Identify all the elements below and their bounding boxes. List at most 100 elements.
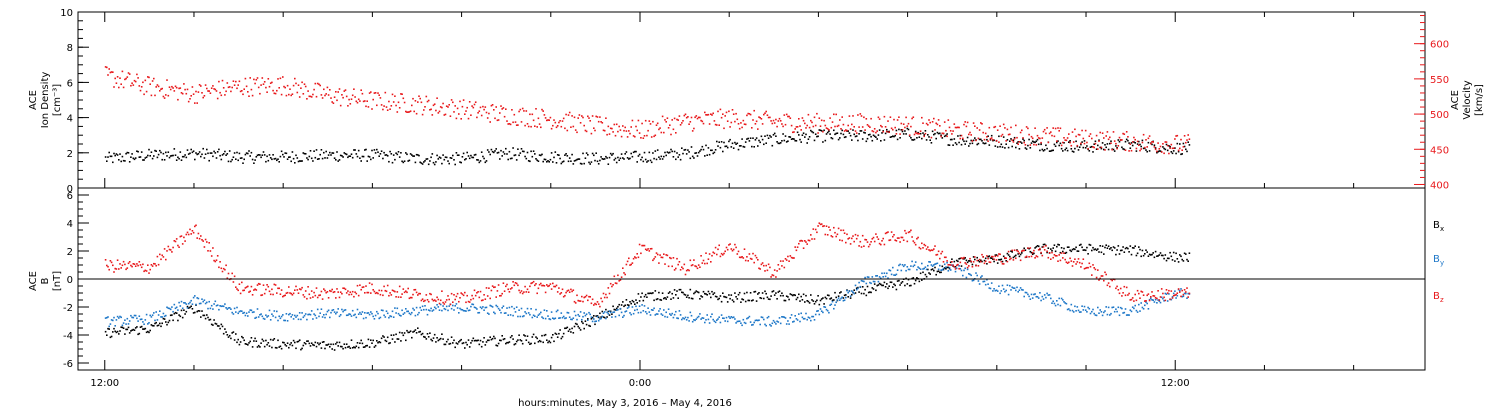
density-point	[766, 134, 769, 137]
bx-point	[904, 284, 906, 287]
bz-point	[999, 253, 1001, 256]
by-point	[259, 314, 261, 316]
velocity-point	[1010, 126, 1012, 129]
by-point	[231, 311, 233, 314]
bx-point	[1130, 253, 1133, 256]
by-point	[514, 311, 517, 313]
bz-point	[1188, 292, 1191, 295]
bx-point	[236, 341, 238, 344]
bx-point	[1159, 252, 1162, 254]
velocity-point	[520, 121, 523, 123]
by-point	[1075, 310, 1077, 312]
bx-point	[905, 277, 907, 280]
density-point	[268, 154, 271, 156]
bx-point	[203, 314, 206, 317]
by-point	[278, 315, 280, 318]
velocity-point	[495, 106, 497, 108]
density-point	[660, 155, 663, 158]
velocity-point	[649, 123, 652, 125]
density-point	[1127, 139, 1129, 142]
velocity-point	[174, 85, 177, 88]
by-point	[289, 312, 291, 315]
by-point	[900, 269, 903, 272]
density-point	[567, 160, 570, 163]
bz-point	[839, 239, 841, 241]
bx-point	[284, 343, 286, 346]
bz-point	[1042, 246, 1045, 248]
velocity-point	[619, 129, 622, 131]
by-point	[705, 319, 707, 321]
density-point	[700, 148, 702, 151]
bx-point	[716, 296, 718, 298]
bx-point	[139, 326, 142, 328]
bz-point	[409, 296, 412, 299]
density-point	[617, 156, 619, 159]
bz-point	[405, 290, 407, 292]
bz-point	[708, 253, 711, 255]
density-point	[1133, 141, 1135, 143]
density-point	[284, 152, 286, 154]
bz-point	[649, 248, 652, 250]
bx-point	[1183, 252, 1186, 255]
velocity-point	[751, 127, 753, 129]
velocity-point	[638, 132, 641, 134]
velocity-point	[921, 116, 923, 119]
bx-point	[614, 309, 617, 311]
by-point	[1186, 297, 1188, 299]
by-point	[769, 323, 771, 326]
density-point	[684, 148, 687, 151]
bz-point	[853, 240, 855, 243]
density-point	[128, 161, 131, 163]
by-point	[597, 319, 600, 322]
by-point	[312, 318, 314, 320]
density-point	[632, 151, 635, 154]
by-point	[839, 299, 841, 301]
by-point	[355, 316, 358, 319]
bx-point	[801, 299, 804, 301]
by-point	[313, 313, 315, 315]
bx-point	[271, 346, 273, 349]
density-point	[650, 161, 653, 164]
by-point	[400, 315, 402, 317]
density-point	[259, 154, 261, 156]
bz-point	[566, 290, 569, 292]
bz-point	[823, 225, 825, 227]
by-point	[1129, 309, 1132, 311]
density-point	[562, 160, 565, 163]
bz-point	[1170, 290, 1173, 292]
by-point	[570, 318, 572, 321]
density-point	[740, 145, 742, 147]
velocity-point	[726, 120, 729, 122]
velocity-point	[183, 83, 185, 85]
bz-point	[959, 261, 962, 264]
by-point	[392, 316, 395, 318]
density-point	[812, 131, 815, 134]
velocity-point	[1057, 127, 1059, 129]
density-point	[1081, 141, 1083, 143]
velocity-point	[943, 121, 946, 123]
velocity-point	[986, 136, 988, 138]
bx-point	[185, 310, 188, 313]
by-point	[122, 322, 125, 324]
bz-point	[591, 298, 594, 301]
bz-point	[273, 283, 276, 286]
bx-point	[989, 257, 992, 259]
by-point	[349, 313, 352, 316]
bx-point	[818, 303, 821, 306]
density-point	[934, 132, 936, 135]
bx-point	[1043, 243, 1046, 246]
velocity-point	[1009, 133, 1011, 136]
velocity-point	[327, 94, 330, 96]
by-point	[771, 322, 774, 325]
density-point	[535, 158, 537, 160]
bz-point	[1019, 259, 1022, 262]
by-point	[643, 305, 646, 307]
by-point	[408, 312, 411, 315]
bx-point	[1119, 249, 1122, 252]
bz-point	[820, 223, 823, 225]
density-point	[1068, 141, 1070, 143]
bz-point	[1083, 267, 1086, 270]
velocity-point	[963, 123, 965, 126]
bz-point	[1134, 293, 1136, 296]
by-point	[654, 314, 657, 316]
